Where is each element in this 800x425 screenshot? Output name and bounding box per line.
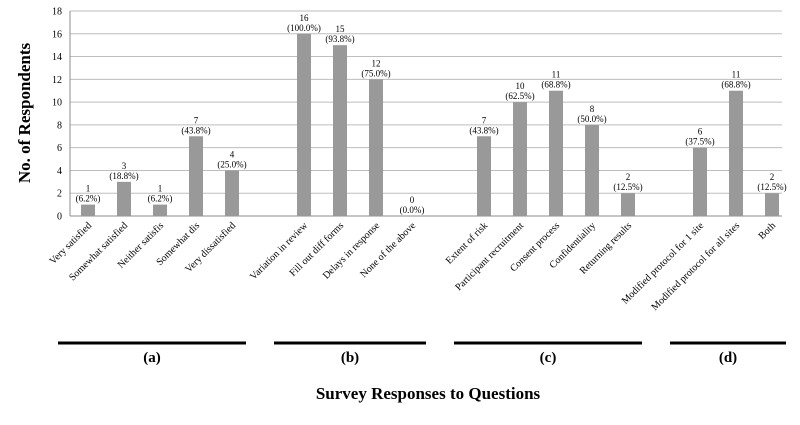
data-label-percent: (43.8%)	[469, 125, 498, 135]
data-label-percent: (12.5%)	[757, 182, 786, 192]
data-label-percent: (100.0%)	[287, 23, 321, 33]
data-label-percent: (75.0%)	[361, 68, 390, 78]
data-label-value: 0	[410, 195, 415, 205]
bar	[621, 193, 635, 216]
data-labels: 1(6.2%)3(18.8%)1(6.2%)7(43.8%)4(25.0%)16…	[76, 13, 787, 215]
data-label-value: 10	[516, 81, 526, 91]
bars	[81, 33, 779, 217]
bar	[549, 90, 563, 216]
data-label-percent: (37.5%)	[685, 137, 714, 147]
gridlines	[69, 10, 782, 217]
y-tick-label: 6	[57, 143, 62, 154]
y-tick-label: 14	[52, 52, 62, 63]
group-label: (d)	[719, 350, 737, 366]
y-axis-title: No. of Respondents	[15, 42, 34, 183]
bar	[477, 136, 491, 216]
group-label: (a)	[143, 350, 161, 366]
group-label: (c)	[540, 350, 557, 366]
data-label-value: 7	[194, 115, 199, 125]
data-label-value: 4	[230, 149, 235, 159]
y-tick-label: 18	[52, 7, 62, 18]
data-label-value: 8	[590, 104, 595, 114]
bar	[369, 79, 383, 216]
y-tick-label: 16	[52, 29, 62, 40]
y-tick-label: 4	[57, 166, 62, 177]
x-tick-label: Participant recruitment	[453, 220, 526, 293]
data-label-value: 2	[770, 172, 775, 182]
y-tick-label: 10	[52, 98, 62, 109]
data-label-value: 15	[336, 24, 346, 34]
y-tick-label: 8	[57, 120, 62, 131]
bar	[81, 204, 95, 216]
data-label-percent: (6.2%)	[148, 194, 173, 204]
data-label-percent: (0.0%)	[400, 205, 425, 215]
y-tick-label: 12	[52, 75, 62, 86]
bar	[585, 124, 599, 216]
bar	[513, 102, 527, 216]
group-label: (b)	[341, 350, 359, 366]
data-label-value: 1	[158, 184, 163, 194]
bar	[225, 170, 239, 216]
data-label-value: 16	[300, 13, 310, 23]
data-label-percent: (50.0%)	[577, 114, 606, 124]
data-label-value: 7	[482, 115, 487, 125]
data-label-percent: (12.5%)	[613, 182, 642, 192]
x-tick-label: Both	[757, 220, 779, 242]
data-label-value: 11	[732, 70, 741, 80]
data-label-value: 12	[372, 58, 381, 68]
data-label-percent: (93.8%)	[325, 34, 354, 44]
y-tick-label: 0	[57, 212, 62, 223]
bar	[297, 33, 311, 217]
data-label-percent: (25.0%)	[217, 159, 246, 169]
bar	[333, 45, 347, 216]
bar	[693, 147, 707, 216]
bar	[117, 181, 131, 216]
bar	[729, 90, 743, 216]
y-tick-label: 2	[57, 189, 62, 200]
group-labels: (a) (b) (c) (d)	[58, 341, 786, 366]
bar	[189, 136, 203, 216]
data-label-percent: (6.2%)	[76, 194, 101, 204]
x-axis-title: Survey Responses to Questions	[316, 384, 541, 403]
bar	[153, 204, 167, 216]
data-label-value: 1	[86, 184, 91, 194]
data-label-percent: (62.5%)	[505, 91, 534, 101]
data-label-value: 3	[122, 161, 127, 171]
data-label-percent: (68.8%)	[721, 80, 750, 90]
data-label-value: 6	[698, 127, 703, 137]
data-label-percent: (18.8%)	[109, 171, 138, 181]
data-label-value: 11	[552, 70, 561, 80]
data-label-value: 2	[626, 172, 631, 182]
data-label-percent: (43.8%)	[181, 125, 210, 135]
y-axis-ticks: 0 2 4 6 8 10 12 14 16 18	[52, 7, 62, 223]
bar	[765, 193, 779, 216]
data-label-percent: (68.8%)	[541, 80, 570, 90]
